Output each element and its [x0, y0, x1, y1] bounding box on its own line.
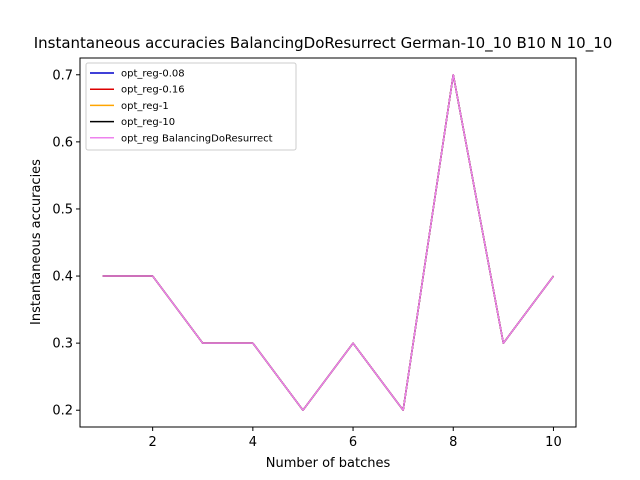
- y-tick-label: 0.3: [52, 337, 73, 352]
- chart-title: Instantaneous accuracies BalancingDoResu…: [34, 34, 613, 53]
- x-tick-label: 10: [545, 435, 562, 450]
- x-axis: 2 4 6 8 10: [149, 427, 562, 450]
- x-tick-label: 6: [349, 435, 357, 450]
- y-tick-label: 0.2: [52, 404, 73, 419]
- x-axis-label: Number of batches: [266, 456, 391, 471]
- y-axis-label: Instantaneous accuracies: [29, 159, 44, 325]
- y-axis: 0.2 0.3 0.4 0.5 0.6 0.7: [52, 68, 80, 419]
- legend: opt_reg-0.08 opt_reg-0.16 opt_reg-1 opt_reg…: [85, 62, 297, 151]
- y-tick-label: 0.7: [52, 68, 73, 83]
- x-tick-label: 4: [249, 435, 257, 450]
- x-tick-label: 8: [449, 435, 457, 450]
- legend-box: [85, 62, 297, 151]
- legend-label: opt_reg-10: [121, 117, 175, 128]
- legend-label: opt_reg-0.08: [121, 69, 185, 80]
- series-lines: [102, 74, 555, 411]
- x-tick-label: 2: [149, 435, 157, 450]
- legend-label: opt_reg BalancingDoResurrect: [121, 133, 273, 144]
- legend-label: opt_reg-1: [121, 101, 169, 112]
- y-tick-label: 0.6: [52, 135, 73, 150]
- plot-frame: [79, 57, 577, 428]
- y-tick-label: 0.5: [52, 202, 73, 217]
- legend-label: opt_reg-0.16: [121, 85, 185, 96]
- series-line-5: [102, 74, 555, 411]
- y-tick-label: 0.4: [52, 270, 73, 285]
